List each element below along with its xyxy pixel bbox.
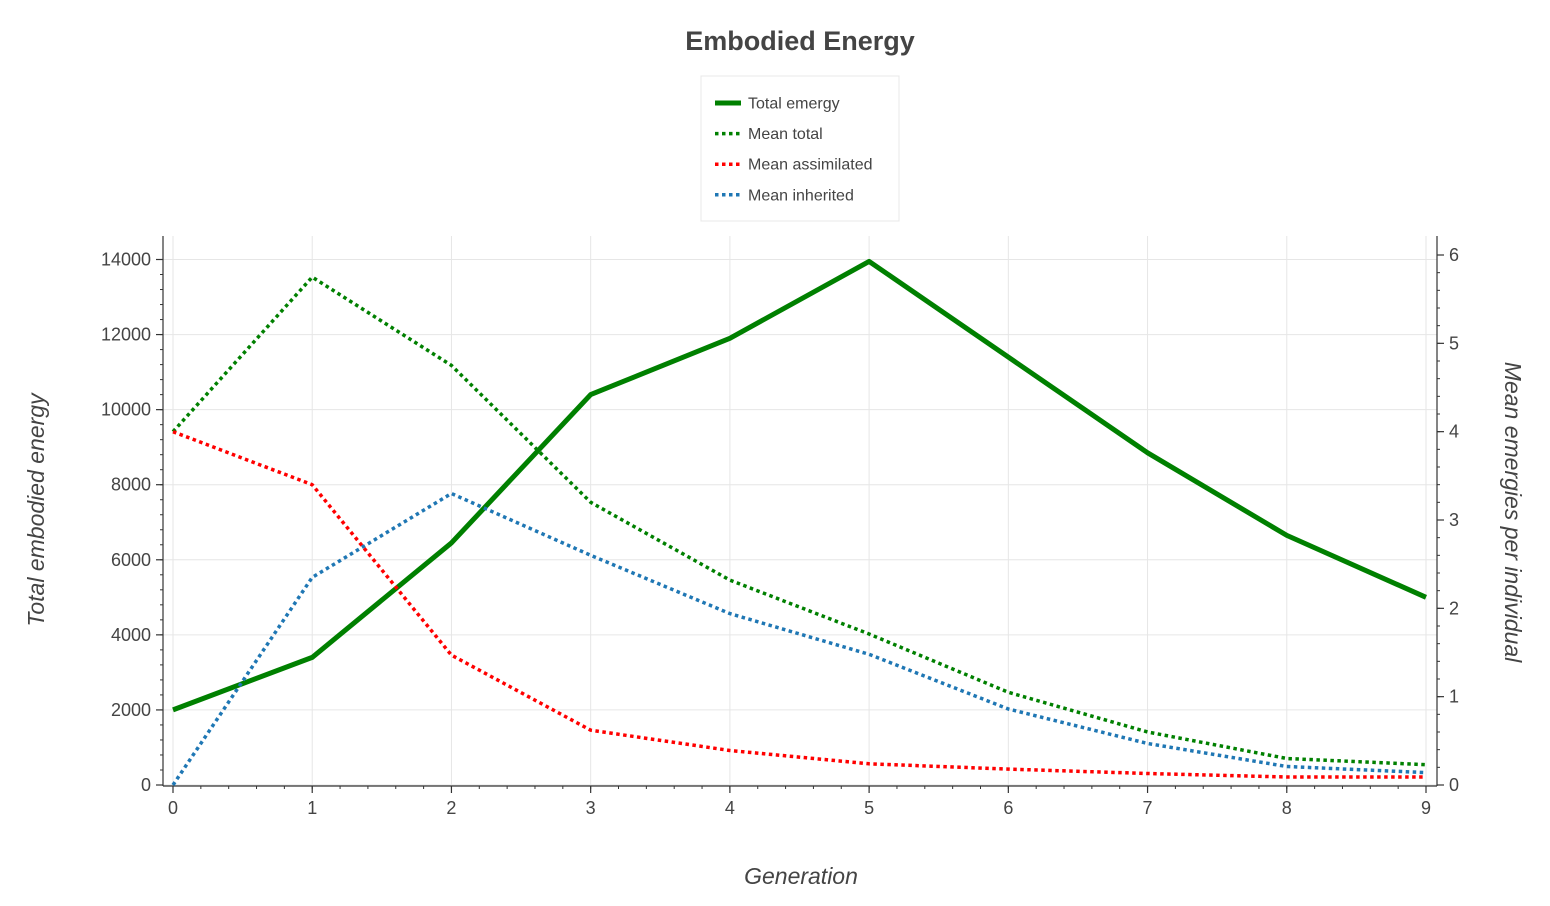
- y-tick-label-right: 2: [1449, 598, 1459, 618]
- y-axis-label-left: Total embodied energy: [23, 392, 49, 627]
- y-axis-label-right: Mean emergies per individual: [1500, 362, 1526, 663]
- x-tick-label: 1: [307, 798, 317, 818]
- legend-label-mean-total: Mean total: [748, 126, 823, 143]
- y-tick-label-right: 0: [1449, 775, 1459, 795]
- legend-label-mean-assimilated: Mean assimilated: [748, 157, 873, 174]
- x-tick-label: 0: [168, 798, 178, 818]
- y-tick-label-left: 8000: [111, 475, 151, 495]
- y-tick-label-left: 2000: [111, 700, 151, 720]
- x-tick-label: 4: [725, 798, 735, 818]
- y-tick-label-left: 12000: [101, 325, 151, 345]
- x-tick-label: 5: [864, 798, 874, 818]
- y-tick-label-right: 3: [1449, 510, 1459, 530]
- legend-label-mean-inherited: Mean inherited: [748, 187, 854, 204]
- y-tick-label-right: 6: [1449, 245, 1459, 265]
- series-line-mean-assimilated: [172, 430, 1426, 779]
- series-line-mean-total: [171, 275, 1427, 767]
- x-tick-label: 8: [1282, 798, 1292, 818]
- y-tick-label-left: 6000: [111, 550, 151, 570]
- chart-title: Embodied Energy: [685, 26, 915, 56]
- x-tick-label: 3: [586, 798, 596, 818]
- y-tick-label-left: 10000: [101, 400, 151, 420]
- x-tick-label: 9: [1421, 798, 1431, 818]
- y-tick-label-right: 4: [1449, 422, 1459, 442]
- y-tick-label-right: 5: [1449, 333, 1459, 353]
- y-tick-label-left: 14000: [101, 250, 151, 270]
- legend: Total emergy Mean total Mean assimilated Me…: [700, 75, 900, 222]
- plot-area: [171, 258, 1428, 786]
- x-tick-label: 7: [1143, 798, 1153, 818]
- y-tick-label-left: 4000: [111, 625, 151, 645]
- y-tick-label-left: 0: [141, 775, 151, 795]
- legend-label-total-emergy: Total emergy: [748, 96, 840, 113]
- axes: 0 1 2 3 4 5 6 7 8 9020004000600080001000012000140…: [101, 236, 1459, 818]
- grid: [163, 236, 1437, 786]
- series-line-total-emergy: [172, 258, 1428, 713]
- x-tick-label: 2: [446, 798, 456, 818]
- legend-box: [700, 75, 900, 222]
- series-line-mean-inherited: [171, 491, 1427, 786]
- x-tick-label: 6: [1003, 798, 1013, 818]
- x-axis-label: Generation: [744, 863, 858, 889]
- y-tick-label-right: 1: [1449, 687, 1459, 707]
